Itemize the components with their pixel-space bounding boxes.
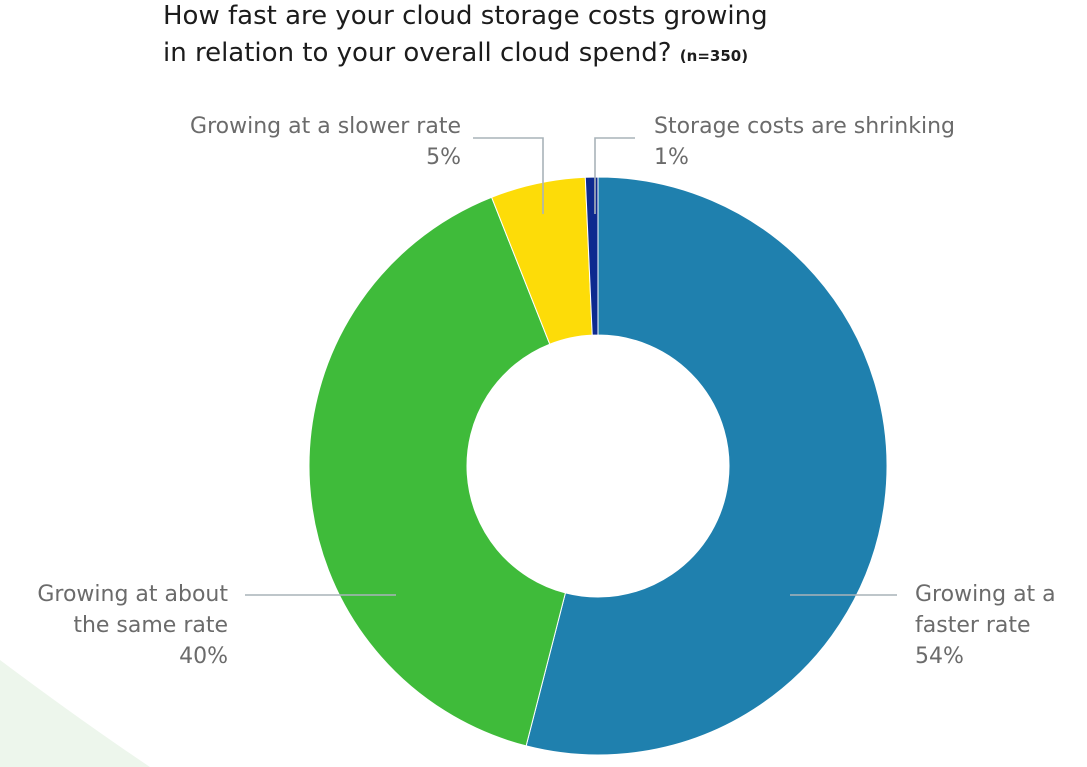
slice-label-slower-rate: Growing at a slower rate	[190, 114, 461, 139]
slice-label-shrinking: Storage costs are shrinking	[654, 114, 955, 139]
slice-value-slower-rate: 5%	[426, 145, 461, 170]
slice-label-faster-rate-line-2: faster rate	[915, 613, 1031, 638]
leader-line-slower-rate	[473, 137, 544, 214]
chart-title-text-1: How fast are your cloud storage costs gr…	[163, 1, 768, 31]
slice-value-same-rate: 40%	[179, 644, 228, 669]
slices-layer	[308, 176, 888, 756]
slice-value-faster-rate: 54%	[915, 644, 964, 669]
leader-lines-layer	[245, 137, 897, 596]
slice-label-same-rate-line-1: Growing at about	[37, 582, 228, 607]
slice-label-same-rate-line-2: the same rate	[73, 613, 228, 638]
slice-same-rate	[308, 196, 567, 747]
labels-layer: Growing at a faster rate 54% Growing at …	[37, 114, 1055, 669]
chart-title-line-2: in relation to your overall cloud spend?…	[163, 40, 748, 66]
slice-faster-rate	[525, 176, 888, 756]
sample-size-note: (n=350)	[679, 47, 749, 65]
chart-title-text-2: in relation to your overall cloud spend?	[163, 38, 672, 68]
slice-shrinking	[584, 176, 599, 336]
chart-title-line-1: How fast are your cloud storage costs gr…	[163, 3, 768, 29]
slice-label-faster-rate-line-1: Growing at a	[915, 582, 1056, 607]
slice-value-shrinking: 1%	[654, 145, 689, 170]
leader-line-shrinking	[594, 137, 635, 214]
